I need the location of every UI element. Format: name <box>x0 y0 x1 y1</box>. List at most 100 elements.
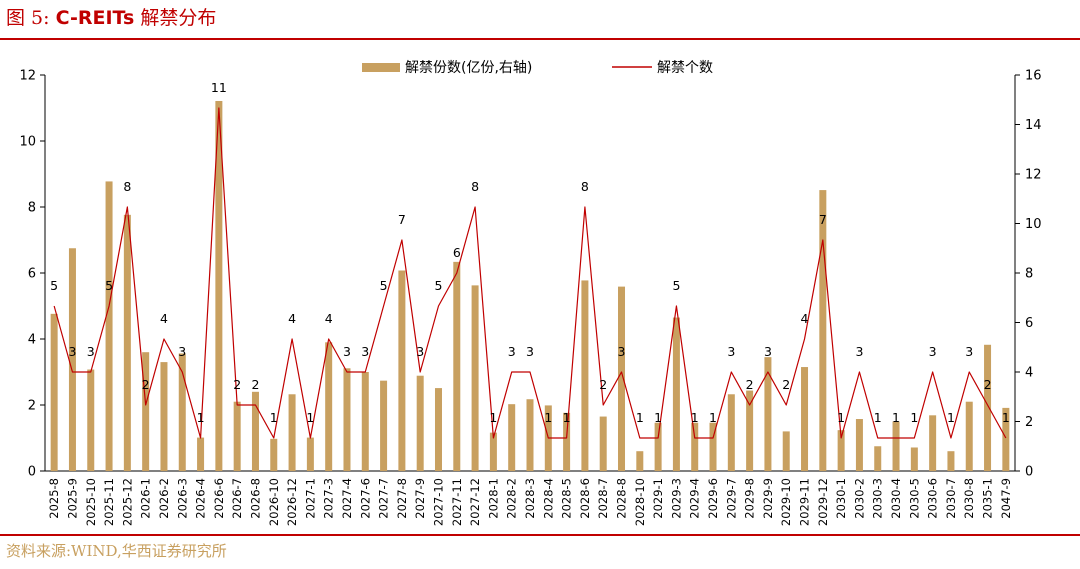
point-label-2027-1: 1 <box>306 410 314 425</box>
point-label-2029-6: 1 <box>709 410 717 425</box>
bar-2029-6 <box>709 422 717 471</box>
bar-2025-10 <box>87 369 95 471</box>
right-tick-label: 0 <box>1025 465 1033 480</box>
bar-2026-12 <box>288 394 296 471</box>
point-label-2027-7: 5 <box>380 278 388 293</box>
bar-2028-7 <box>599 416 607 471</box>
figure-title-latin: C-REITs <box>55 7 135 29</box>
bar-2028-5 <box>563 412 571 471</box>
bar-2029-10 <box>782 431 790 471</box>
point-label-2028-6: 8 <box>581 179 589 194</box>
right-tick-label: 14 <box>1025 118 1042 133</box>
x-tick-label: 2025-12 <box>120 478 134 526</box>
right-tick-label: 12 <box>1025 168 1042 183</box>
point-label-2029-12: 7 <box>819 212 827 227</box>
x-tick-label: 2025-8 <box>47 478 61 519</box>
bar-2028-8 <box>618 286 626 471</box>
x-tick-label: 2030-1 <box>834 478 848 519</box>
title-rule <box>0 38 1080 40</box>
x-tick-label: 2026-8 <box>248 478 262 519</box>
x-tick-label: 2030-6 <box>926 478 940 519</box>
point-label-2027-11: 6 <box>453 245 461 260</box>
bar-2029-1 <box>654 422 662 471</box>
bar-2029-9 <box>764 357 772 471</box>
point-label-2027-9: 3 <box>416 344 424 359</box>
point-label-2026-3: 3 <box>178 344 186 359</box>
bar-2028-3 <box>526 399 534 471</box>
point-label-2025-11: 5 <box>105 278 113 293</box>
x-tick-label: 2026-12 <box>285 478 299 526</box>
point-label-2030-1: 1 <box>837 410 845 425</box>
point-label-2029-8: 2 <box>746 377 754 392</box>
source-note: 资料来源:WIND,华西证券研究所 <box>6 542 227 560</box>
legend: 解禁份数(亿份,右轴) 解禁个数 <box>362 60 713 76</box>
x-tick-label: 2029-9 <box>761 478 775 519</box>
x-tick-label: 2029-4 <box>688 478 702 519</box>
x-tick-label: 2026-10 <box>267 478 281 526</box>
x-tick-label: 2027-3 <box>322 478 336 519</box>
x-tick-label: 2026-4 <box>194 478 208 519</box>
bar-2030-5 <box>910 447 918 471</box>
point-label-2029-11: 4 <box>801 311 809 326</box>
bar-2047-9 <box>1002 407 1010 471</box>
x-tick-label: 2029-7 <box>724 478 738 519</box>
bar-2025-11 <box>105 181 113 472</box>
bar-2026-7 <box>233 401 241 471</box>
bar-2027-7 <box>380 380 388 471</box>
bar-2030-2 <box>855 419 863 471</box>
point-label-2025-8: 5 <box>50 278 58 293</box>
x-tick-label: 2035-1 <box>981 478 995 519</box>
bar-2029-11 <box>801 367 809 471</box>
bar-2029-4 <box>691 422 699 471</box>
x-tick-label: 2025-10 <box>84 478 98 526</box>
point-label-2026-10: 1 <box>270 410 278 425</box>
x-tick-label: 2026-1 <box>139 478 153 519</box>
point-label-2030-6: 3 <box>929 344 937 359</box>
point-label-2028-7: 2 <box>599 377 607 392</box>
point-label-2026-1: 2 <box>142 377 150 392</box>
line-group <box>53 107 1007 439</box>
bar-2027-1 <box>306 437 314 471</box>
point-label-2025-12: 8 <box>123 179 131 194</box>
figure-title-prefix: 图 5: <box>6 7 50 29</box>
x-tick-label: 2030-3 <box>871 478 885 519</box>
x-tick-label: 2029-12 <box>816 478 830 526</box>
x-tick-label: 2026-3 <box>175 478 189 519</box>
left-tick-label: 10 <box>19 135 36 150</box>
point-label-2025-9: 3 <box>68 344 76 359</box>
bar-2029-3 <box>672 317 680 471</box>
x-tick-label: 2027-1 <box>303 478 317 519</box>
bar-2035-1 <box>984 344 992 471</box>
point-label-2026-12: 4 <box>288 311 296 326</box>
point-label-2027-12: 8 <box>471 179 479 194</box>
x-tick-label: 2027-10 <box>431 478 445 526</box>
point-label-2027-8: 7 <box>398 212 406 227</box>
x-tick-label: 2029-1 <box>651 478 665 519</box>
x-tick-label: 2025-11 <box>102 478 116 526</box>
x-tick-label: 2030-5 <box>907 478 921 519</box>
point-label-2029-1: 1 <box>654 410 662 425</box>
point-label-2028-2: 3 <box>508 344 516 359</box>
bar-2026-4 <box>197 437 205 471</box>
bar-2027-8 <box>398 270 406 471</box>
right-tick-label: 6 <box>1025 316 1033 331</box>
x-tick-label: 2030-8 <box>962 478 976 519</box>
legend-label-line: 解禁个数 <box>657 60 713 76</box>
bar-2026-6 <box>215 100 223 472</box>
point-label-2030-4: 1 <box>892 410 900 425</box>
x-tick-label: 2029-10 <box>779 478 793 526</box>
x-tick-label: 2027-12 <box>468 478 482 526</box>
point-label-2027-3: 4 <box>325 311 333 326</box>
left-axis-ticks: 0 2 4 6 8 10 12 <box>19 69 45 480</box>
left-tick-label: 4 <box>28 333 36 348</box>
x-tick-label: 2026-7 <box>230 478 244 519</box>
x-tick-label: 2026-6 <box>212 478 226 519</box>
point-label-2047-9: 1 <box>1002 410 1010 425</box>
x-tick-label: 2047-9 <box>999 478 1013 519</box>
x-tick-label: 2028-4 <box>541 478 555 519</box>
bar-2030-4 <box>892 421 900 471</box>
bar-2027-12 <box>471 285 479 471</box>
point-label-2027-10: 5 <box>435 278 443 293</box>
x-tick-label: 2028-7 <box>596 478 610 519</box>
